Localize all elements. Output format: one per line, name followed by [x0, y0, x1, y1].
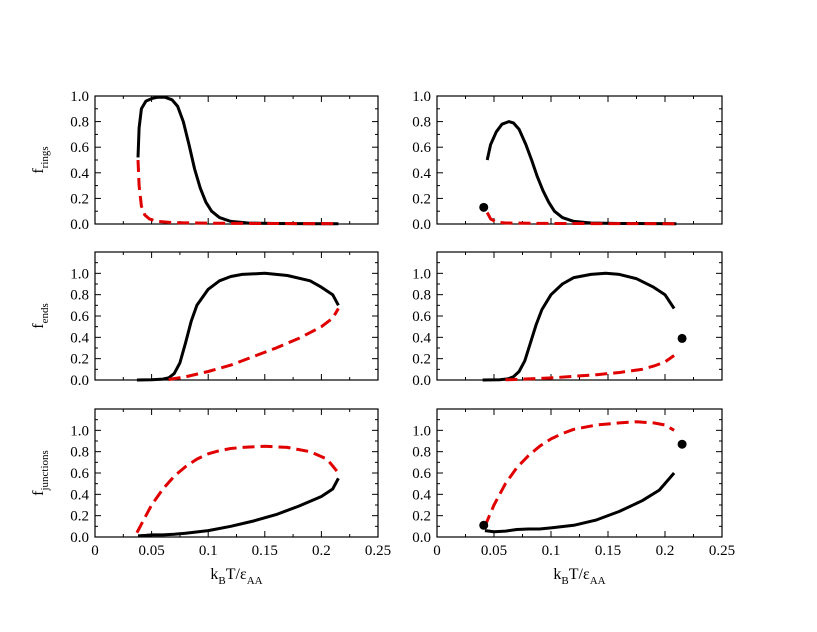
panel-rings-right: 0.0 0.2 0.4 0.6 0.8 1.0 — [412, 89, 723, 233]
x-tick-label: 0.15 — [595, 543, 621, 559]
unstable-branch-line — [136, 159, 339, 226]
y-tick-label: 0.8 — [70, 115, 89, 131]
y-tick-label: 0.4 — [70, 487, 89, 503]
y-axis-label: fends — [30, 303, 51, 329]
y-tick-label: 1.0 — [412, 89, 431, 105]
stable-branch-line — [137, 477, 340, 538]
y-tick-label: 0.2 — [412, 352, 431, 368]
plot-frame — [436, 408, 723, 538]
y-tick-label: 1.0 — [70, 89, 89, 105]
marker-point — [677, 333, 687, 343]
y-tick-label: 0.8 — [412, 445, 431, 461]
panel-junctions-right: 0 0.05 0.1 0.15 0.2 0.25 0.0 0.2 0.4 0.6 0.8 1.0 kBT… — [412, 408, 735, 587]
y-tick-label: 0.0 — [412, 217, 431, 233]
panel-junctions-left: 0 0.05 0.1 0.15 0.2 0.25 0.0 0.2 0.4 0.6 0.8 1.0 fju… — [30, 408, 391, 587]
y-tick-label: 0.6 — [70, 309, 89, 325]
y-tick-label: 0.8 — [70, 288, 89, 304]
stable-branch-line — [136, 271, 340, 382]
y-tick-label: 0.4 — [412, 487, 431, 503]
y-tick-label: 0.2 — [70, 191, 89, 207]
x-tick-label: 0.2 — [312, 543, 331, 559]
y-tick-label: 0.6 — [70, 466, 89, 482]
y-tick-label: 1.0 — [70, 423, 89, 439]
y-tick-label: 0.0 — [70, 373, 89, 389]
x-axis-label: kBT/εAA — [210, 566, 262, 587]
unstable-branch-line — [168, 307, 340, 381]
x-tick-label: 0 — [91, 543, 99, 559]
y-tick-label: 0.8 — [412, 115, 431, 131]
y-tick-label: 0.8 — [412, 288, 431, 304]
y-tick-label: 0.2 — [70, 352, 89, 368]
y-tick-label: 0.0 — [412, 530, 431, 546]
x-tick-label: 0.1 — [199, 543, 218, 559]
y-tick-label: 1.0 — [412, 266, 431, 282]
y-tick-label: 0.0 — [412, 373, 431, 389]
x-tick-label: 0 — [433, 543, 441, 559]
y-tick-label: 0.2 — [70, 509, 89, 525]
stable-branch-line — [485, 120, 677, 226]
unstable-branch-line — [505, 354, 675, 382]
stable-branch-line — [136, 95, 339, 226]
y-tick-label: 1.0 — [412, 423, 431, 439]
x-tick-label: 0.25 — [709, 543, 735, 559]
y-tick-label: 0.6 — [412, 309, 431, 325]
stable-branch-line — [482, 271, 676, 382]
marker-point — [677, 439, 687, 449]
y-tick-label: 0.2 — [412, 191, 431, 207]
plot-frame — [94, 408, 379, 538]
plot-frame — [94, 251, 379, 381]
unstable-branch-line — [483, 420, 675, 527]
x-tick-label: 0.1 — [542, 543, 561, 559]
plot-frame — [436, 251, 723, 381]
y-axis-label: fjunctions — [30, 450, 51, 496]
y-tick-label: 0.4 — [70, 330, 89, 346]
x-tick-label: 0.05 — [481, 543, 507, 559]
marker-point — [479, 202, 489, 212]
y-tick-label: 0.4 — [70, 166, 89, 182]
marker-point — [479, 520, 489, 530]
stable-branch-line — [484, 472, 676, 534]
panel-ends-right: 0.0 0.2 0.4 0.6 0.8 1.0 — [412, 251, 723, 389]
y-tick-label: 0.0 — [70, 217, 89, 233]
y-tick-label: 0.4 — [412, 330, 431, 346]
x-tick-label: 0.2 — [656, 543, 675, 559]
y-tick-label: 0.8 — [70, 445, 89, 461]
plot-frame — [94, 95, 379, 225]
x-tick-label: 0.15 — [252, 543, 278, 559]
y-tick-label: 0.4 — [412, 166, 431, 182]
y-tick-label: 0.6 — [412, 466, 431, 482]
y-axis-label: frings — [30, 146, 51, 173]
y-tick-label: 0.6 — [70, 140, 89, 156]
plot-frame — [436, 95, 723, 225]
unstable-branch-line — [135, 444, 340, 534]
x-tick-label: 0.05 — [138, 543, 164, 559]
unstable-branch-line — [485, 211, 677, 226]
y-tick-label: 0.2 — [412, 509, 431, 525]
y-tick-label: 0.6 — [412, 140, 431, 156]
y-tick-label: 1.0 — [70, 266, 89, 282]
panel-rings-left: 0.0 0.2 0.4 0.6 0.8 1.0 frings — [30, 89, 379, 233]
panel-ends-left: 0.0 0.2 0.4 0.6 0.8 1.0 fends — [30, 251, 379, 389]
x-axis-label: kBT/εAA — [553, 566, 605, 587]
y-tick-label: 0.0 — [70, 530, 89, 546]
x-tick-label: 0.25 — [365, 543, 391, 559]
